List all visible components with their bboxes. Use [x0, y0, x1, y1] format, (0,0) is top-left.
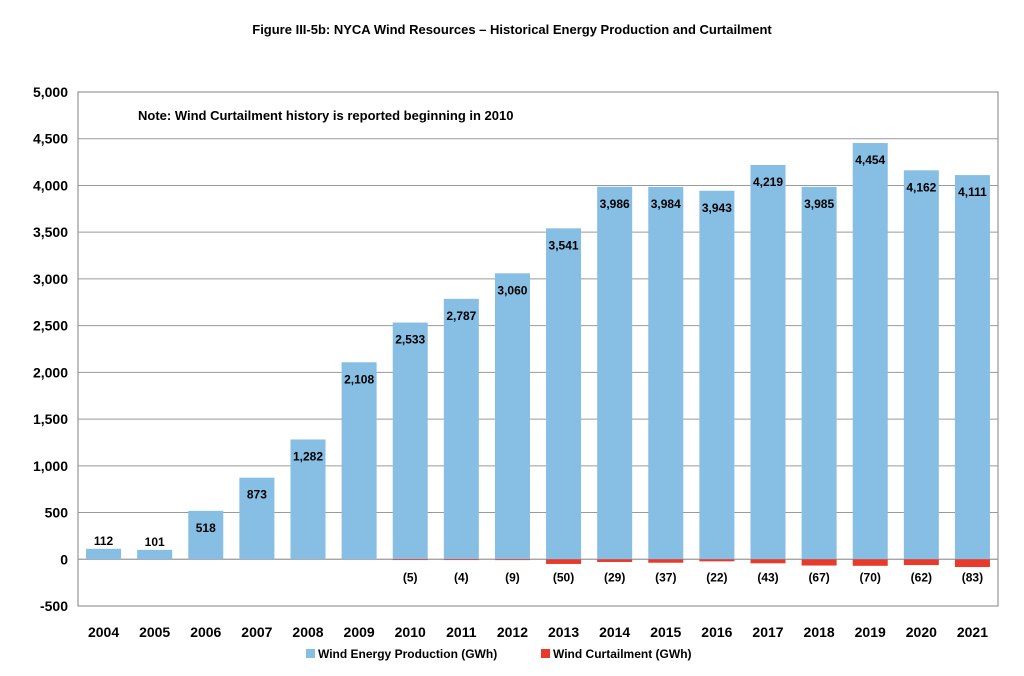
- production-bar: [290, 439, 326, 560]
- x-tick-label: 2020: [906, 624, 937, 640]
- production-bar: [86, 548, 122, 560]
- curtailment-value-label: (37): [655, 570, 676, 584]
- production-bar: [546, 228, 582, 560]
- production-bar: [699, 190, 735, 560]
- curtailment-bar: [750, 559, 786, 564]
- x-tick-label: 2005: [139, 624, 170, 640]
- y-tick-label: 0: [60, 551, 68, 567]
- curtailment-bar: [852, 559, 888, 566]
- x-tick-label: 2008: [292, 624, 323, 640]
- production-bar: [852, 143, 888, 560]
- curtailment-bar: [392, 559, 428, 561]
- x-tick-label: 2004: [88, 624, 119, 640]
- production-bar: [954, 175, 990, 560]
- chart-title: Figure III-5b: NYCA Wind Resources – His…: [252, 22, 772, 37]
- curtailment-bar: [494, 559, 530, 561]
- production-value-label: 3,984: [651, 197, 681, 211]
- production-bar: [443, 298, 479, 560]
- x-tick-label: 2021: [957, 624, 988, 640]
- chart-note: Note: Wind Curtailment history is report…: [138, 108, 513, 123]
- production-value-label: 4,454: [855, 153, 885, 167]
- production-value-label: 518: [196, 521, 216, 535]
- production-bar: [239, 477, 275, 560]
- production-value-label: 2,108: [344, 372, 374, 386]
- curtailment-bar: [597, 559, 633, 562]
- legend-swatch-curtailment: [541, 649, 550, 658]
- y-tick-label: 5,000: [33, 84, 68, 100]
- y-tick-label: 1,500: [33, 411, 68, 427]
- curtailment-bar: [903, 559, 939, 566]
- x-tick-label: 2012: [497, 624, 528, 640]
- production-bar: [648, 186, 684, 560]
- x-tick-label: 2015: [650, 624, 681, 640]
- x-tick-label: 2017: [752, 624, 783, 640]
- curtailment-value-label: (22): [706, 570, 727, 584]
- curtailment-bar: [699, 559, 735, 562]
- y-tick-label: 1,000: [33, 458, 68, 474]
- y-tick-label: 500: [45, 505, 69, 521]
- x-tick-label: 2016: [701, 624, 732, 640]
- x-tick-label: 2019: [855, 624, 886, 640]
- production-value-label: 101: [145, 535, 165, 549]
- curtailment-bar: [546, 559, 582, 564]
- curtailment-value-label: (43): [757, 570, 778, 584]
- plot-area-border: [77, 91, 999, 607]
- curtailment-value-label: (29): [604, 570, 625, 584]
- production-value-label: 3,986: [600, 197, 630, 211]
- production-value-label: 3,943: [702, 201, 732, 215]
- y-tick-label: 2,500: [33, 318, 68, 334]
- legend-label-production: Wind Energy Production (GWh): [318, 647, 497, 661]
- production-value-label: 1,282: [293, 449, 323, 463]
- production-value-label: 4,219: [753, 175, 783, 189]
- production-bar: [188, 510, 224, 560]
- x-tick-label: 2013: [548, 624, 579, 640]
- legend-label-curtailment: Wind Curtailment (GWh): [553, 647, 692, 661]
- production-value-label: 112: [94, 534, 114, 548]
- curtailment-bar: [801, 559, 837, 566]
- y-tick-label: 4,000: [33, 177, 68, 193]
- x-tick-label: 2018: [804, 624, 835, 640]
- production-value-label: 4,111: [958, 185, 987, 199]
- y-tick-label: 4,500: [33, 131, 68, 147]
- production-value-label: 4,162: [906, 180, 936, 194]
- production-bar: [801, 186, 837, 560]
- production-bar: [494, 273, 530, 560]
- production-bar: [392, 322, 428, 560]
- production-value-label: 3,060: [497, 283, 527, 297]
- production-bar: [750, 164, 786, 560]
- curtailment-bar: [648, 559, 684, 563]
- curtailment-value-label: (62): [911, 570, 932, 584]
- production-value-label: 3,541: [549, 238, 579, 252]
- production-value-label: 2,533: [395, 333, 425, 347]
- curtailment-value-label: (83): [962, 570, 983, 584]
- legend-swatch-production: [306, 649, 315, 658]
- production-value-label: 873: [247, 488, 267, 502]
- y-tick-label: -500: [40, 598, 68, 614]
- y-tick-label: 3,000: [33, 271, 68, 287]
- x-tick-label: 2009: [344, 624, 375, 640]
- production-value-label: 3,985: [804, 197, 834, 211]
- y-tick-label: 3,500: [33, 224, 68, 240]
- production-bar: [903, 170, 939, 560]
- x-tick-label: 2006: [190, 624, 221, 640]
- x-tick-label: 2011: [446, 624, 477, 640]
- x-tick-label: 2010: [395, 624, 426, 640]
- production-value-label: 2,787: [446, 309, 476, 323]
- curtailment-value-label: (70): [860, 570, 881, 584]
- production-bar: [597, 186, 633, 560]
- y-tick-label: 2,000: [33, 364, 68, 380]
- curtailment-value-label: (5): [403, 570, 418, 584]
- production-bar: [341, 362, 377, 560]
- curtailment-value-label: (4): [454, 570, 469, 584]
- curtailment-bar: [954, 559, 990, 568]
- curtailment-value-label: (9): [505, 570, 520, 584]
- x-tick-label: 2014: [599, 624, 630, 640]
- curtailment-value-label: (50): [553, 570, 574, 584]
- curtailment-value-label: (67): [808, 570, 829, 584]
- curtailment-bar: [443, 559, 479, 561]
- production-bar: [137, 549, 173, 560]
- x-tick-label: 2007: [241, 624, 272, 640]
